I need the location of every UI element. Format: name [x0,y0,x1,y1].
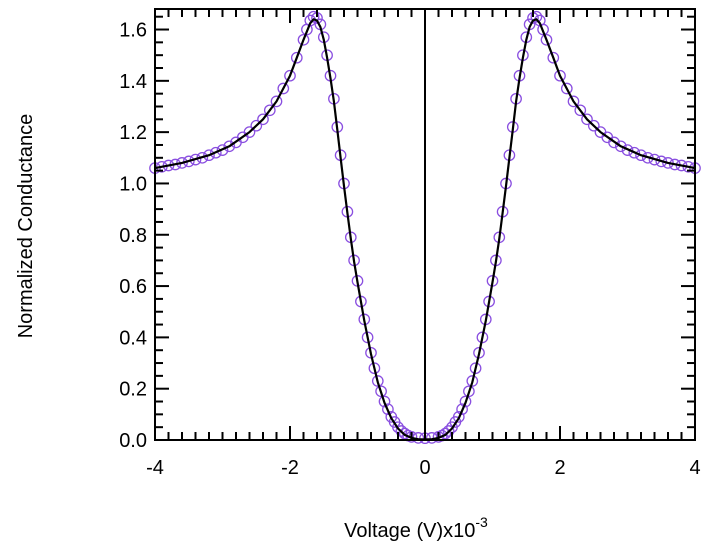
data-point-marker [554,69,566,82]
axes: -4 -2 0 2 4 0.0 0.2 0.4 0.6 0.8 1.0 1.2 1.4 1.6 [119,8,701,479]
data-point-marker [628,146,641,159]
data-point-marker [452,411,465,423]
data-point-marker [209,146,222,159]
x-axis-title-text: Voltage (V)x10 [344,520,475,542]
data-point-marker [382,403,394,416]
data-point-marker [250,119,263,132]
x-tick-label: 0 [419,457,430,479]
y-tick-label: 0.6 [119,276,147,298]
x-tick-label: -2 [281,457,299,479]
data-point-marker [216,144,229,156]
data-point-marker [243,126,256,138]
data-point-marker [608,136,620,149]
data-point-marker [621,144,634,156]
y-tick-label: 1.4 [119,71,147,93]
data-point-marker [635,149,647,162]
data-point-marker [587,119,600,132]
data-point-marker [530,10,543,23]
data-point-marker [459,395,472,408]
data-point-marker [574,104,587,117]
x-axis-title: Voltage (V)x10-3 [344,514,488,542]
data-point-marker [290,51,303,64]
x-tick-label: -4 [146,457,164,479]
data-point-marker [277,82,290,95]
data-point-marker [263,104,276,117]
y-tick-label: 0.4 [119,327,147,349]
data-point-marker [297,33,310,46]
x-tick-label: 4 [689,457,700,479]
data-point-marker [567,95,580,108]
data-point-marker [270,95,283,108]
data-point-marker [540,33,553,46]
data-point-marker [223,140,236,153]
data-point-marker [463,385,475,398]
data-point-marker [405,431,418,443]
data-point-marker [560,82,573,95]
x-axis-title-exponent: -3 [475,514,488,530]
data-point-marker [371,375,384,387]
data-point-marker [547,51,560,64]
data-point-marker [439,427,452,440]
data-point-marker [284,69,296,82]
y-tick-label: 1.0 [119,173,147,195]
y-tick-label: 0.0 [119,430,147,452]
data-point-marker [456,403,468,416]
y-tick-label: 1.2 [119,122,147,144]
data-point-marker [257,113,269,126]
data-point-marker [537,23,549,36]
data-point-marker [442,425,455,437]
data-point-marker [581,113,593,126]
data-point-marker [375,385,387,398]
data-point-marker [378,395,391,408]
data-point-marker [469,362,482,375]
data-point-marker [614,140,627,153]
data-point-marker [466,375,479,387]
data-point-marker [368,362,381,375]
x-tick-label: 2 [554,457,565,479]
data-point-marker [203,149,215,162]
y-axis-title: Normalized Conductance [15,114,37,339]
y-tick-label: 0.8 [119,225,147,247]
y-tick-label: 1.6 [119,20,147,42]
y-tick-label: 0.2 [119,379,147,401]
